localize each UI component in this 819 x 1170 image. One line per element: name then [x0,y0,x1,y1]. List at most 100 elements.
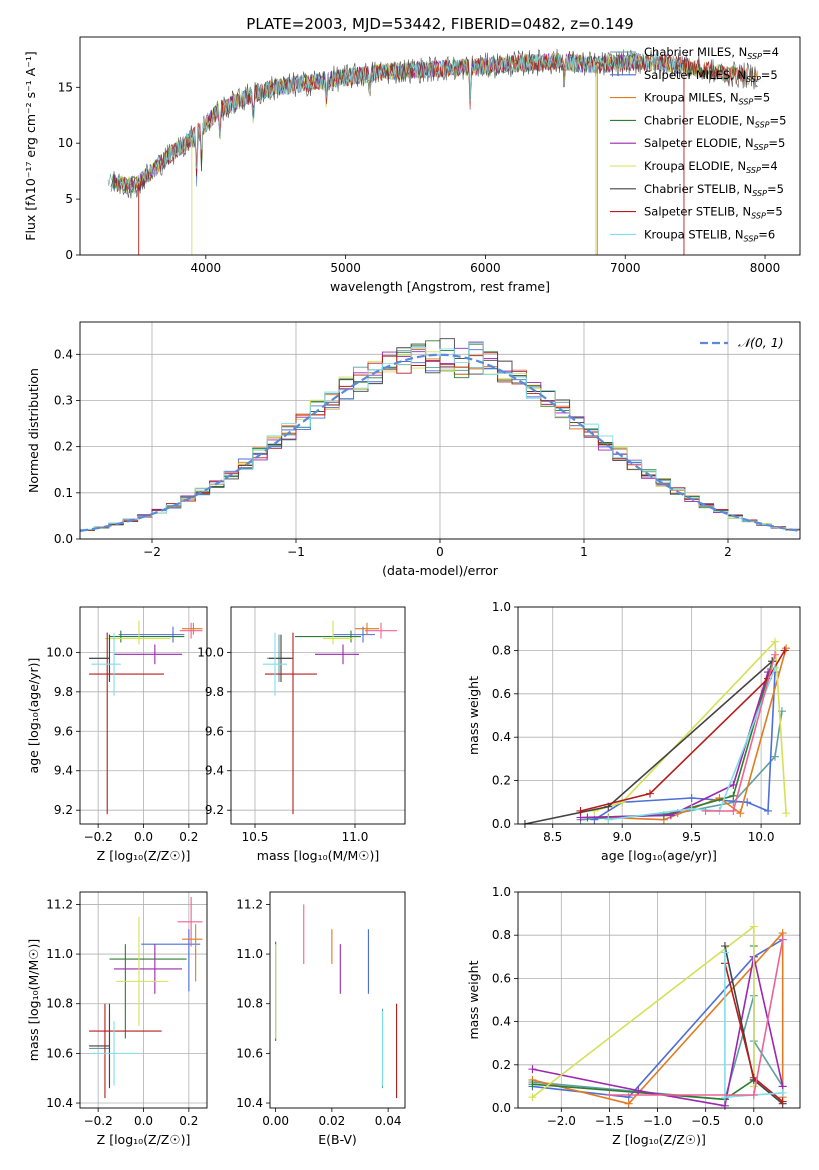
weight-point-marker [729,791,738,800]
figure-title: PLATE=2003, MJD=53442, FIBERID=0482, z=0… [246,15,633,33]
x-tick-label: 0.04 [375,1114,402,1128]
y-tick-label: 0.0 [492,1101,511,1115]
y-tick-label: 0.1 [54,486,73,500]
weight-point-marker [624,1099,633,1108]
y-tick-label: 0.0 [54,532,73,546]
legend-entry: Kroupa STELIB, NSSP=6 [644,227,775,243]
x-tick-label: 6000 [470,261,501,275]
weight-point-marker [618,798,627,807]
y-tick-label: 5 [65,192,73,206]
weight-point-marker [743,798,752,807]
y-tick-label: 10.8 [236,997,263,1011]
x-tick-label: 5000 [330,261,361,275]
weight-point-marker [528,1065,537,1074]
weight-point-marker [770,650,779,659]
weight-point-marker [778,1097,787,1106]
x-axis-label: Z [log₁₀(Z/Z☉)] [97,848,191,863]
y-tick-label: 0.3 [54,393,73,407]
y-tick-label: 10.6 [46,1046,73,1060]
weight-point-marker [528,1093,537,1102]
y-tick-label: 0.4 [492,730,511,744]
y-tick-label: 11.2 [236,897,263,911]
y-tick-label: 9.4 [205,764,224,778]
y-tick-label: 9.6 [205,724,224,738]
x-tick-label: 8.5 [543,830,562,844]
axes-frame [230,606,406,825]
y-tick-label: 0.8 [492,928,511,942]
y-tick-label: 10.0 [197,645,224,659]
spectrum-line [116,52,682,195]
x-tick-label: −0.5 [691,1114,720,1128]
weight-point-marker [576,806,585,815]
y-tick-label: 9.8 [54,685,73,699]
x-tick-label: −0.2 [84,830,113,844]
weight-point-marker [634,1086,643,1095]
y-tick-label: 15 [58,80,73,94]
histogram-step-line [80,352,800,531]
weight-point-marker [782,809,791,818]
x-tick-label: 7000 [610,261,641,275]
y-axis-label: Normed distribution [26,368,41,493]
y-tick-label: 0.6 [492,971,511,985]
weight-vs-age-panel: 8.5 9.0 9.5 10.0 0.0 0.2 0.4 0.6 0.8 1.0 age [log₁… [466,600,801,863]
axes-frame [269,891,406,1109]
x-tick-label: −1.0 [643,1114,672,1128]
mass-vs-metallicity-panel: −0.2 0.0 0.2 10.4 10.6 10.8 11.0 11.2 Z [log₁₀(Z… [26,891,208,1147]
x-tick-label: −1.5 [595,1114,624,1128]
x-tick-label: 0.0 [744,1114,763,1128]
weight-point-marker [604,815,613,824]
y-tick-label: 0.6 [492,687,511,701]
x-axis-label: age [log₁₀(age/yr)] [601,848,717,863]
weight-point-marker [749,922,758,931]
x-tick-label: 10.0 [748,830,775,844]
y-tick-label: 0.2 [492,774,511,788]
y-tick-label: 9.2 [54,803,73,817]
x-tick-label: 1 [580,545,588,559]
weight-point-marker [645,789,654,798]
legend-entry: Chabrier MILES, NSSP=4 [644,45,779,61]
x-tick-label: 0.0 [134,830,153,844]
y-tick-label: 9.8 [205,685,224,699]
x-tick-label: −2 [143,545,161,559]
weight-point-marker [729,806,738,815]
weight-point-marker [720,1101,729,1110]
weight-series-line [724,952,783,1099]
weight-point-marker [764,806,773,815]
x-axis-label: Z [log₁₀(Z/Z☉)] [612,1132,706,1147]
y-axis-label: age [log₁₀(age/yr)] [26,658,41,774]
y-tick-label: 9.2 [205,803,224,817]
y-tick-label: 0.2 [54,440,73,454]
legend-entry: Salpeter STELIB, NSSP=5 [644,205,783,221]
legend-entry: Kroupa ELODIE, NSSP=4 [644,159,778,175]
x-tick-label: 0.02 [319,1114,346,1128]
y-tick-label: 10.4 [46,1096,73,1110]
y-tick-label: 11.0 [46,947,73,961]
weight-point-marker [778,1088,787,1097]
weight-point-marker [770,637,779,646]
weight-point-marker [736,809,745,818]
spectrum-panel: 4000 5000 6000 7000 8000 0 5 10 15 wavelength [An… [23,36,801,294]
x-tick-label: 0.00 [262,1114,289,1128]
y-axis-label: Flux [fλ10⁻¹⁷ erg cm⁻² s⁻¹ A⁻¹] [23,51,38,240]
x-tick-label: 0.2 [179,1114,198,1128]
axes-frame [517,891,801,1109]
x-tick-label: 4000 [191,261,222,275]
weight-series-line [608,647,787,821]
legend-entry: Chabrier STELIB, NSSP=5 [644,182,784,198]
weight-point-marker [782,644,791,653]
weight-point-marker [778,935,787,944]
weight-series-line [531,924,755,1098]
x-tick-label: 8000 [750,261,781,275]
y-tick-label: 10 [58,136,73,150]
x-tick-label: −2.0 [547,1114,576,1128]
y-tick-label: 0.4 [54,347,73,361]
y-tick-label: 9.4 [54,764,73,778]
weight-point-marker [720,948,729,957]
y-tick-label: 10.0 [46,645,73,659]
legend-entry: Chabrier ELODIE, NSSP=5 [644,113,786,129]
weight-point-marker [780,646,789,655]
weight-point-marker [701,806,710,815]
y-tick-label: 0.8 [492,643,511,657]
y-tick-label: 11.2 [46,897,73,911]
